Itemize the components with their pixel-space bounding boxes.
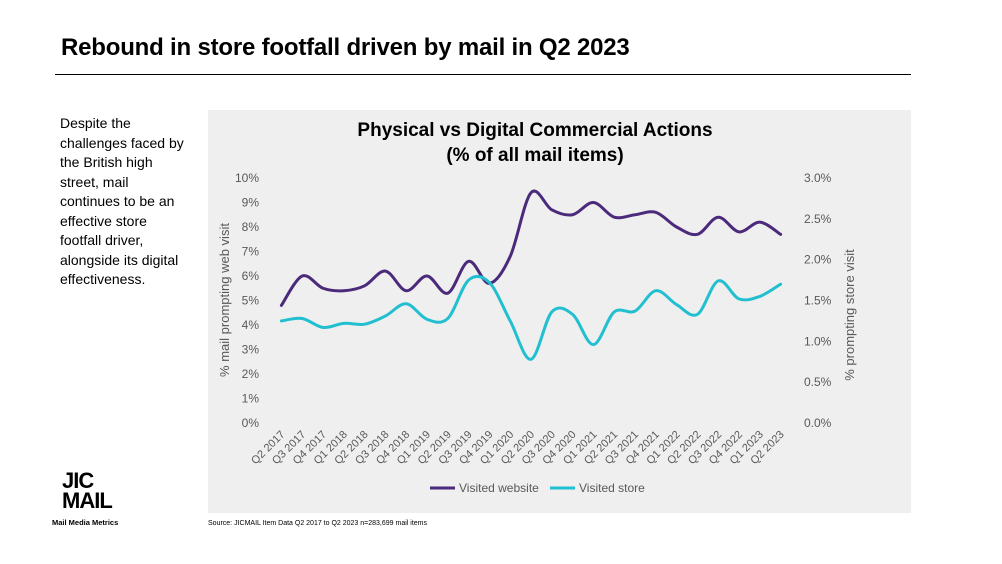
y-tick-right-label: 0.5% [804, 375, 832, 389]
y-axis-right-ticks: 0.0% 0.5% 1.0% 1.5% 2.0% 2.5% 3.0% [804, 171, 832, 430]
data-point [363, 284, 366, 287]
y-tick-right-label: 2.0% [804, 253, 832, 267]
data-point [571, 213, 574, 216]
chart-title-line1: Physical vs Digital Commercial Actions [357, 120, 712, 141]
y-axis-left-label: % mail prompting web visit [217, 223, 232, 377]
data-point [530, 358, 533, 361]
data-point [779, 283, 782, 286]
data-point [530, 191, 533, 194]
data-point [696, 313, 699, 316]
data-point [509, 255, 512, 258]
y-axis-right-label: % prompting store visit [842, 249, 857, 381]
data-point [592, 201, 595, 204]
y-tick-left-label: 8% [242, 220, 260, 234]
y-tick-right-label: 3.0% [804, 171, 832, 185]
data-point [426, 275, 429, 278]
logo-line1: JIC [62, 468, 94, 493]
data-point [634, 213, 637, 216]
y-tick-left-label: 3% [242, 343, 260, 357]
data-point [592, 343, 595, 346]
data-point [509, 319, 512, 322]
body-text: Despite the challenges faced by the Brit… [60, 115, 184, 287]
y-tick-left-label: 2% [242, 367, 260, 381]
data-point [654, 289, 657, 292]
data-point [613, 216, 616, 219]
data-point [634, 310, 637, 313]
title-divider [55, 74, 911, 75]
legend: Visited website Visited store [430, 481, 645, 495]
data-point [446, 317, 449, 320]
data-point [342, 322, 345, 325]
data-point [384, 315, 387, 318]
data-point [738, 297, 741, 300]
data-point [738, 230, 741, 233]
y-tick-left-label: 0% [242, 416, 260, 430]
data-point [779, 233, 782, 236]
data-point [342, 289, 345, 292]
data-point [426, 318, 429, 321]
series-layer [279, 189, 783, 361]
data-point [758, 221, 761, 224]
y-tick-right-label: 0.0% [804, 416, 832, 430]
y-tick-left-label: 4% [242, 318, 260, 332]
y-tick-left-label: 1% [242, 392, 260, 406]
chart-title-line2: (% of all mail items) [446, 145, 623, 166]
y-tick-left-label: 10% [235, 171, 259, 185]
data-point [488, 281, 491, 284]
data-point [322, 287, 325, 290]
y-tick-right-label: 2.5% [804, 212, 832, 226]
data-point [717, 216, 720, 219]
logo-line2: MAIL [62, 488, 113, 513]
data-point [280, 319, 283, 322]
legend-label-website: Visited website [459, 481, 539, 495]
y-axis-left-ticks: 0% 1% 2% 3% 4% 5% 6% 7% 8% 9% 10% [235, 171, 259, 430]
y-tick-left-label: 5% [242, 294, 260, 308]
data-point [301, 275, 304, 278]
data-point [384, 270, 387, 273]
jicmail-logo: JIC MAIL Mail Media Metrics [52, 468, 142, 528]
y-tick-right-label: 1.5% [804, 294, 832, 308]
logo-tagline: Mail Media Metrics [52, 518, 119, 527]
source-note: Source: JICMAIL Item Data Q2 2017 to Q2 … [208, 520, 427, 527]
y-tick-left-label: 6% [242, 269, 260, 283]
chart-panel: Physical vs Digital Commercial Actions (… [208, 110, 911, 513]
data-point [758, 295, 761, 298]
data-point [550, 208, 553, 211]
slide-title: Rebound in store footfall driven by mail… [61, 34, 630, 61]
data-point [446, 292, 449, 295]
data-point [696, 233, 699, 236]
data-point [467, 279, 470, 282]
data-point [363, 323, 366, 326]
data-point [550, 310, 553, 313]
y-tick-left-label: 7% [242, 245, 260, 259]
data-point [613, 310, 616, 313]
y-tick-left-label: 9% [242, 196, 260, 210]
data-point [405, 289, 408, 292]
data-point [322, 326, 325, 329]
data-point [405, 302, 408, 305]
data-point [675, 303, 678, 306]
data-point [280, 304, 283, 307]
data-point [467, 260, 470, 263]
legend-label-store: Visited store [579, 481, 645, 495]
data-point [571, 313, 574, 316]
series-line-website [279, 189, 783, 307]
line-chart: Physical vs Digital Commercial Actions (… [217, 120, 857, 495]
data-point [717, 279, 720, 282]
series-line-store [279, 274, 783, 361]
data-point [675, 226, 678, 229]
data-point [654, 211, 657, 214]
data-point [301, 317, 304, 320]
y-tick-right-label: 1.0% [804, 334, 832, 348]
